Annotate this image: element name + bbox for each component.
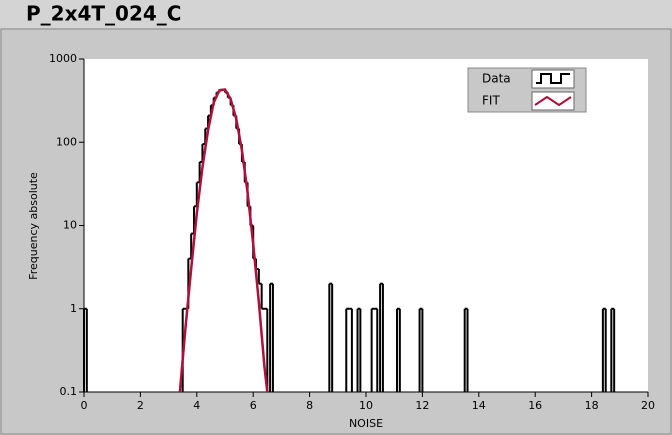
- x-axis-label: NOISE: [349, 417, 383, 430]
- x-tick-label: 12: [415, 399, 429, 412]
- legend-label: FIT: [482, 94, 500, 108]
- x-tick-label: 6: [250, 399, 257, 412]
- plot-area: [84, 59, 648, 392]
- y-tick-label: 0.1: [60, 385, 78, 398]
- y-tick-label: 1000: [49, 52, 77, 65]
- legend-label: Data: [482, 72, 511, 86]
- y-tick-label: 10: [63, 219, 77, 232]
- legend-icon: [536, 73, 570, 84]
- legend-icon-box: [531, 69, 575, 89]
- x-tick-label: 2: [137, 399, 144, 412]
- y-axis-label: Frequency absolute: [27, 172, 40, 280]
- x-tick-label: 0: [81, 399, 88, 412]
- x-tick-label: 10: [359, 399, 373, 412]
- x-tick-label: 4: [193, 399, 200, 412]
- chart-title: P_2x4T_024_C: [26, 2, 181, 26]
- fit-line: [178, 88, 269, 393]
- y-tick-label: 1: [70, 302, 77, 315]
- legend: Data FIT: [467, 67, 587, 113]
- legend-icon: [534, 95, 572, 107]
- x-tick-label: 8: [306, 399, 313, 412]
- y-tick-label: 100: [56, 135, 77, 148]
- x-tick-label: 18: [585, 399, 599, 412]
- x-tick-label: 20: [641, 399, 655, 412]
- title-bar: [0, 0, 672, 28]
- x-tick-label: 14: [472, 399, 486, 412]
- x-tick-label: 16: [528, 399, 542, 412]
